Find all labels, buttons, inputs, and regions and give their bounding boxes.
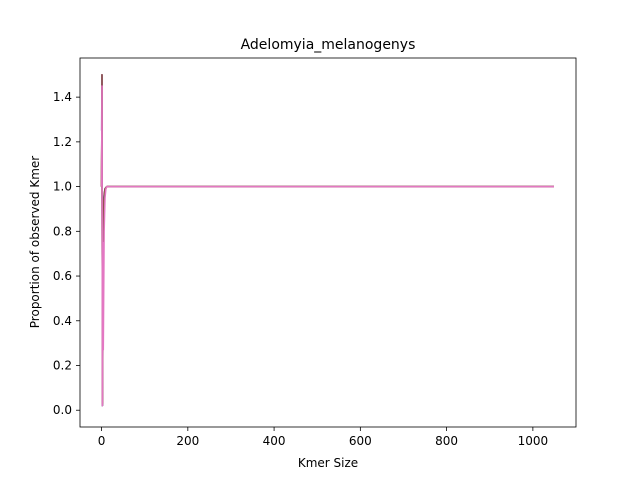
y-tick-label: 1.0 — [53, 180, 72, 194]
y-axis-ticks: 0.0 0.2 0.4 0.6 0.8 1.0 1.2 1.4 — [53, 90, 80, 417]
y-tick-label: 1.4 — [53, 90, 72, 104]
x-axis-label: Kmer Size — [298, 456, 358, 470]
x-axis-ticks: 0 200 400 600 800 1000 — [98, 427, 548, 448]
x-tick-label: 0 — [98, 434, 106, 448]
x-tick-label: 200 — [176, 434, 199, 448]
x-tick-label: 1000 — [518, 434, 549, 448]
series-line-1 — [100, 74, 554, 407]
series-line-5 — [100, 74, 554, 407]
series-line-3 — [100, 96, 554, 407]
y-tick-label: 0.6 — [53, 269, 72, 283]
y-tick-label: 0.0 — [53, 403, 72, 417]
y-tick-label: 0.4 — [53, 314, 72, 328]
series-line-6 — [100, 74, 554, 405]
series-line-2 — [100, 85, 554, 405]
x-tick-label: 600 — [349, 434, 372, 448]
plot-frame — [79, 57, 577, 428]
y-tick-label: 0.2 — [53, 359, 72, 373]
series-line-7 — [100, 85, 554, 407]
y-tick-label: 0.8 — [53, 224, 72, 238]
series-line-4 — [100, 74, 554, 406]
series-layer — [100, 74, 554, 407]
y-axis-label: Proportion of observed Kmer — [28, 156, 42, 328]
y-tick-label: 1.2 — [53, 135, 72, 149]
chart-title: Adelomyia_melanogenys — [241, 37, 416, 53]
x-tick-label: 400 — [263, 434, 286, 448]
x-tick-label: 800 — [435, 434, 458, 448]
